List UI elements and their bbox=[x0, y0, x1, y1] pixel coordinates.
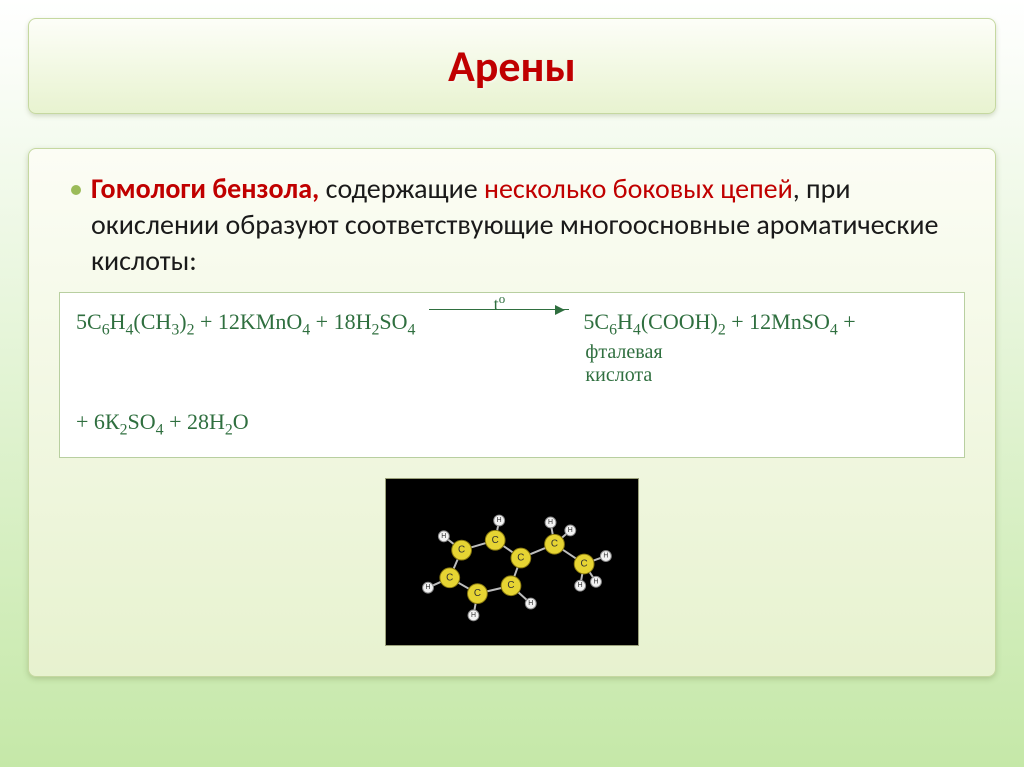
svg-text:C: C bbox=[551, 539, 558, 550]
equation-box: 5C6H4(CH3)2 + 12KMnO4 + 18H2SO4 to 5C6H4… bbox=[59, 292, 965, 458]
svg-text:C: C bbox=[474, 588, 481, 599]
svg-text:H: H bbox=[593, 579, 598, 586]
content-card: Гомологи бензола, содержащие несколько б… bbox=[28, 148, 996, 677]
slide-title: Арены bbox=[448, 39, 576, 93]
molecule-image: C C C C C C C C H H H H H H H H H H bbox=[385, 478, 639, 646]
molecule-svg: C C C C C C C C H H H H H H H H H H bbox=[386, 479, 638, 645]
bullet-mid1: содержащие bbox=[319, 171, 484, 206]
bullet-text: Гомологи бензола, содержащие несколько б… bbox=[91, 171, 965, 278]
equation-annotation-l2: кислота bbox=[585, 364, 855, 387]
svg-text:H: H bbox=[441, 533, 446, 540]
svg-text:H: H bbox=[528, 600, 533, 607]
bullet-red2: несколько боковых цепей bbox=[484, 171, 793, 206]
svg-text:C: C bbox=[507, 581, 514, 592]
bullet-icon bbox=[71, 185, 81, 195]
arrow-icon bbox=[429, 309, 569, 310]
svg-text:H: H bbox=[578, 583, 583, 590]
svg-text:H: H bbox=[426, 585, 431, 592]
reaction-arrow: to bbox=[429, 309, 569, 310]
svg-text:H: H bbox=[497, 517, 502, 524]
title-card: Арены bbox=[28, 18, 996, 114]
equation-lhs: 5C6H4(CH3)2 + 12KMnO4 + 18H2SO4 bbox=[76, 305, 415, 343]
svg-text:H: H bbox=[603, 553, 608, 560]
equation-row-2: + 6К2SO4 + 28H2O bbox=[76, 405, 948, 443]
svg-text:C: C bbox=[458, 545, 465, 556]
svg-text:H: H bbox=[568, 527, 573, 534]
svg-text:C: C bbox=[446, 573, 453, 584]
equation-annotation: фталевая кислота bbox=[585, 341, 855, 387]
equation-rhs-col: 5C6H4(COOH)2 + 12MnSO4 + фталевая кислот… bbox=[583, 305, 855, 387]
equation-annotation-l1: фталевая bbox=[585, 341, 855, 364]
svg-text:H: H bbox=[471, 612, 476, 619]
svg-text:C: C bbox=[517, 553, 524, 564]
svg-text:C: C bbox=[492, 535, 499, 546]
svg-text:C: C bbox=[581, 559, 588, 570]
equation-row-1: 5C6H4(CH3)2 + 12KMnO4 + 18H2SO4 to 5C6H4… bbox=[76, 305, 948, 387]
svg-text:H: H bbox=[548, 519, 553, 526]
bullet-item: Гомологи бензола, содержащие несколько б… bbox=[59, 171, 965, 278]
bullet-strong: Гомологи бензола, bbox=[91, 171, 319, 206]
arrow-condition: to bbox=[429, 289, 569, 319]
equation-rhs-line1: 5C6H4(COOH)2 + 12MnSO4 + bbox=[583, 309, 855, 334]
